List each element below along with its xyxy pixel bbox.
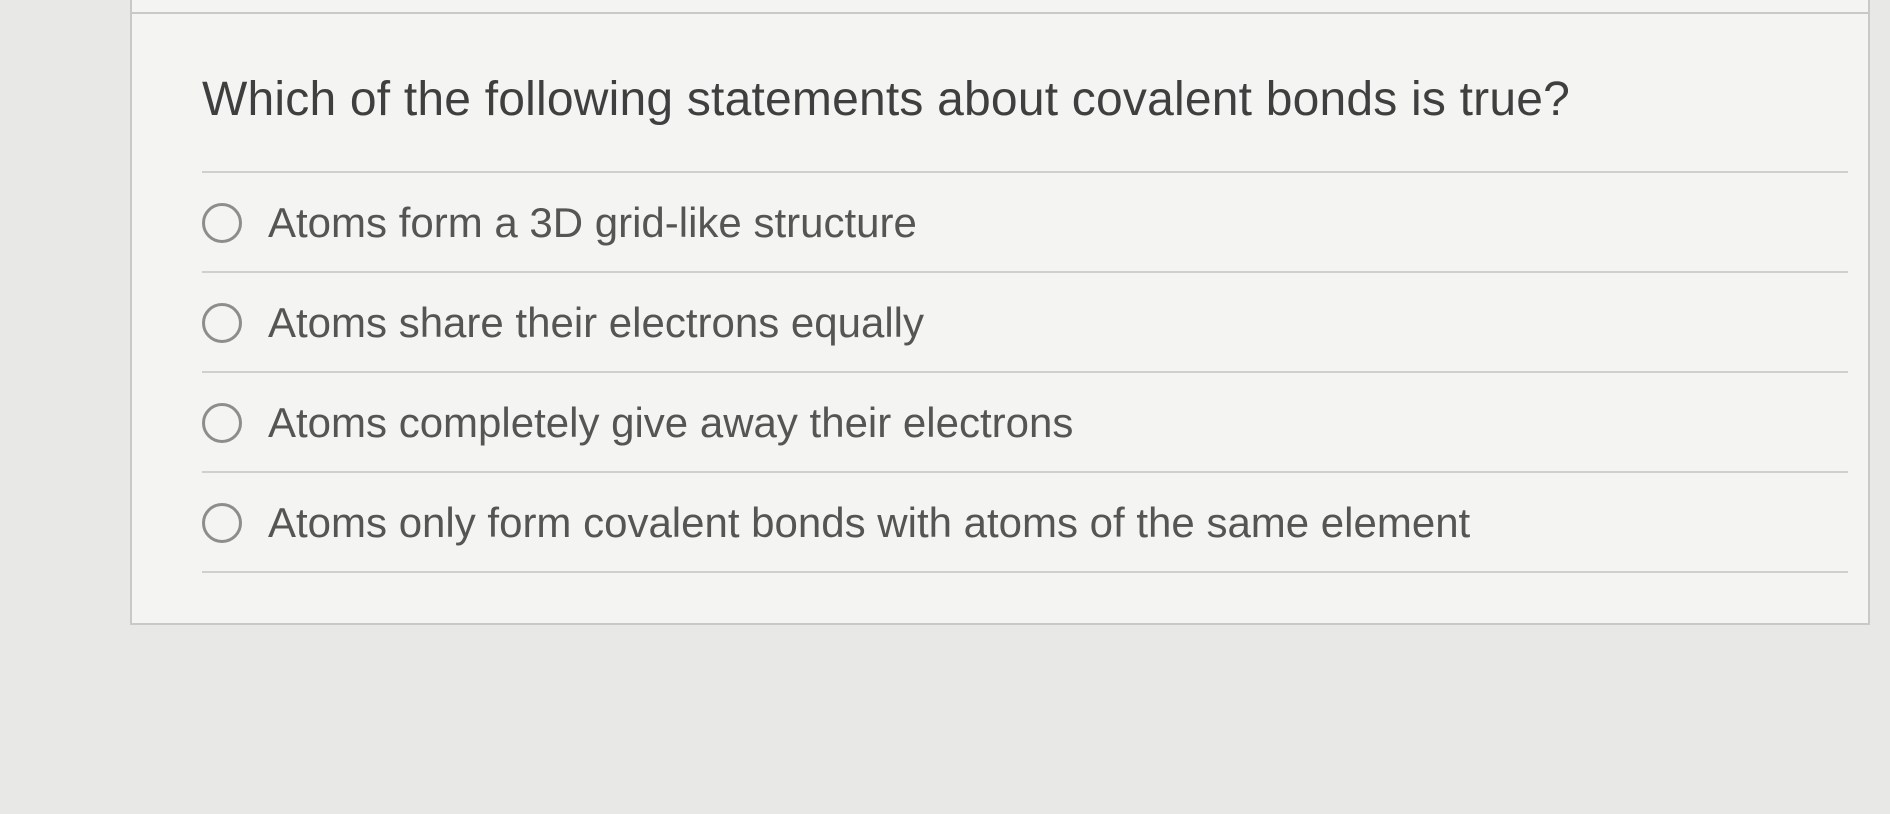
card-top-border-strip	[132, 0, 1868, 14]
option-label: Atoms share their electrons equally	[268, 299, 924, 347]
radio-icon[interactable]	[202, 303, 242, 343]
radio-icon[interactable]	[202, 403, 242, 443]
option-row-2[interactable]: Atoms completely give away their electro…	[202, 371, 1848, 471]
option-label: Atoms form a 3D grid-like structure	[268, 199, 917, 247]
option-row-0[interactable]: Atoms form a 3D grid-like structure	[202, 171, 1848, 271]
quiz-card: Which of the following statements about …	[130, 0, 1870, 625]
radio-icon[interactable]	[202, 203, 242, 243]
question-prompt: Which of the following statements about …	[202, 72, 1818, 127]
option-label: Atoms only form covalent bonds with atom…	[268, 499, 1470, 547]
options-list: Atoms form a 3D grid-like structure Atom…	[132, 171, 1868, 573]
option-label: Atoms completely give away their electro…	[268, 399, 1073, 447]
option-row-3[interactable]: Atoms only form covalent bonds with atom…	[202, 471, 1848, 573]
radio-icon[interactable]	[202, 503, 242, 543]
question-row: Which of the following statements about …	[132, 14, 1868, 171]
option-row-1[interactable]: Atoms share their electrons equally	[202, 271, 1848, 371]
